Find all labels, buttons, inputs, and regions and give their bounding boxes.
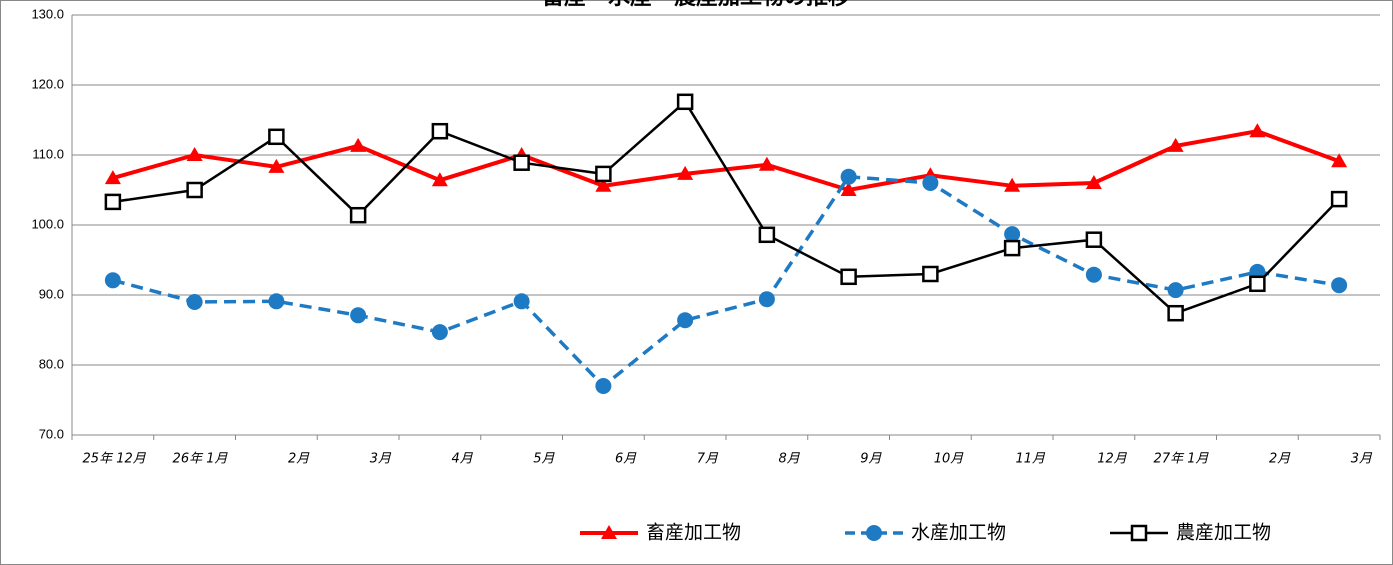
marker	[104, 170, 121, 185]
y-tick-label: 70.0	[39, 426, 64, 441]
marker	[350, 137, 367, 152]
marker	[840, 168, 857, 185]
marker	[1085, 231, 1103, 248]
y-tick-label: 110.0	[32, 146, 64, 161]
x-tick-label: 7月	[697, 452, 719, 467]
x-tick-label: 2月	[1269, 452, 1291, 467]
marker	[1167, 137, 1184, 152]
marker	[513, 293, 530, 310]
marker	[431, 172, 448, 187]
marker	[1167, 282, 1184, 299]
marker	[431, 324, 448, 341]
y-tick-label: 120.0	[31, 76, 64, 91]
marker	[677, 312, 694, 329]
legend-label: 農産加工物	[1176, 522, 1271, 544]
marker	[268, 293, 285, 310]
x-tick-label: 3月	[1351, 452, 1373, 467]
x-tick-label: 5月	[533, 452, 555, 467]
marker	[595, 378, 612, 394]
marker	[350, 307, 367, 324]
marker	[601, 525, 617, 539]
marker	[186, 294, 203, 310]
marker	[1331, 153, 1348, 168]
marker	[922, 265, 939, 283]
marker	[1167, 304, 1184, 322]
marker	[677, 165, 694, 180]
marker	[1331, 277, 1348, 294]
marker	[268, 128, 285, 146]
x-tick-label: 4月	[451, 452, 473, 467]
series-line	[112, 174, 1340, 389]
marker	[1003, 239, 1021, 257]
legend-label: 水産加工物	[911, 522, 1006, 544]
marker	[1130, 524, 1148, 542]
marker	[758, 226, 776, 244]
y-tick-label: 80.0	[39, 356, 64, 371]
marker	[595, 177, 612, 192]
marker	[1085, 266, 1102, 283]
x-tick-label: 2月	[288, 452, 310, 467]
marker	[922, 175, 939, 191]
marker	[840, 268, 857, 286]
marker	[595, 165, 612, 183]
x-tick-label: 11月	[1015, 452, 1046, 467]
marker	[186, 147, 203, 161]
marker	[1249, 275, 1266, 293]
legend-label: 畜産加工物	[646, 522, 741, 544]
marker	[104, 272, 121, 289]
marker	[840, 182, 857, 196]
marker	[1330, 190, 1348, 208]
marker	[1004, 226, 1021, 243]
x-tick-label: 25年 12月	[83, 452, 147, 467]
marker	[431, 122, 449, 140]
marker	[104, 193, 122, 211]
marker	[268, 158, 285, 173]
x-tick-label: 12月	[1097, 452, 1128, 467]
marker	[758, 156, 775, 171]
marker	[1249, 123, 1266, 138]
marker	[676, 93, 694, 111]
y-tick-label: 90.0	[39, 286, 64, 301]
x-tick-label: 9月	[860, 452, 882, 467]
x-tick-label: 6月	[615, 452, 637, 467]
marker	[349, 206, 367, 224]
x-tick-label: 8月	[778, 452, 800, 467]
x-tick-label: 10月	[934, 452, 965, 467]
y-tick-label: 130.0	[31, 6, 64, 21]
x-tick-label: 27年 1月	[1154, 452, 1210, 467]
marker	[186, 181, 203, 199]
marker	[1085, 175, 1102, 189]
series-line	[112, 99, 1341, 315]
y-tick-label: 100.0	[31, 216, 64, 231]
marker	[758, 291, 775, 308]
chart-title: 畜産・水産・農産加工物の推移	[542, 0, 850, 10]
marker	[866, 525, 882, 541]
x-tick-label: 3月	[370, 452, 392, 467]
x-tick-label: 26年 1月	[173, 452, 229, 467]
marker	[513, 154, 530, 171]
marker	[1004, 177, 1021, 192]
